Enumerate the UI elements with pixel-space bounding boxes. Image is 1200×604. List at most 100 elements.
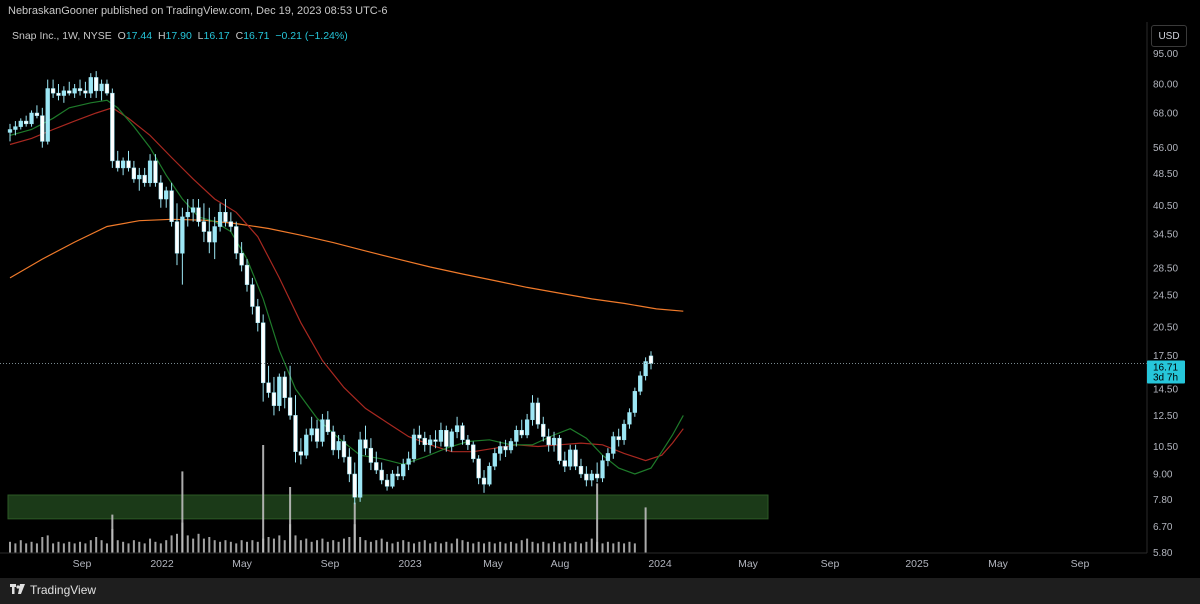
price-tick-label: 48.50 bbox=[1153, 169, 1178, 180]
volume-bar bbox=[267, 537, 270, 553]
volume-bar bbox=[278, 535, 281, 553]
volume-bar bbox=[116, 540, 119, 553]
time-tick-label: Sep bbox=[1071, 558, 1090, 570]
time-tick-label: May bbox=[738, 558, 759, 570]
volume-spike-bar bbox=[644, 507, 647, 553]
volume-bar bbox=[472, 543, 475, 553]
price-tick-label: 24.50 bbox=[1153, 291, 1178, 302]
volume-bar bbox=[429, 543, 432, 553]
volume-bar bbox=[35, 543, 38, 553]
volume-bar bbox=[89, 540, 92, 553]
candle bbox=[357, 431, 363, 502]
volume-bar bbox=[418, 541, 421, 553]
last-price-value: 16.71 bbox=[1153, 363, 1178, 374]
candle bbox=[384, 474, 390, 491]
volume-bar bbox=[633, 543, 636, 553]
volume-bar bbox=[332, 540, 335, 553]
price-axis[interactable] bbox=[1147, 22, 1200, 553]
volume-bar bbox=[299, 540, 302, 553]
volume-bar bbox=[493, 543, 496, 553]
price-tick-label: 12.50 bbox=[1153, 411, 1178, 422]
tradingview-brand[interactable]: TradingView bbox=[10, 583, 96, 597]
candle bbox=[142, 167, 147, 187]
change-value: −0.21 (−1.24%) bbox=[275, 30, 348, 42]
price-tick-label: 6.70 bbox=[1153, 522, 1173, 533]
ma-orange-line bbox=[9, 218, 684, 312]
volume-bar bbox=[165, 540, 168, 553]
candle bbox=[411, 428, 417, 463]
candle bbox=[465, 434, 470, 450]
volume-spike-bar bbox=[111, 514, 114, 553]
volume-bar bbox=[542, 541, 545, 553]
volume-bar bbox=[520, 540, 523, 553]
candle bbox=[568, 444, 573, 471]
volume-bar bbox=[563, 541, 566, 553]
volume-bar bbox=[402, 540, 405, 553]
candle bbox=[530, 395, 535, 426]
time-tick-label: Sep bbox=[73, 558, 92, 570]
volume-bar bbox=[175, 533, 178, 553]
volume-bar bbox=[219, 541, 222, 553]
volume-bar bbox=[359, 537, 362, 553]
volume-bar bbox=[208, 537, 211, 553]
volume-bar bbox=[138, 541, 141, 553]
volume-bar bbox=[52, 543, 55, 553]
candle bbox=[460, 422, 465, 445]
candle bbox=[325, 411, 330, 435]
candle bbox=[476, 455, 481, 485]
volume-bar bbox=[143, 543, 146, 553]
time-tick-label: 2023 bbox=[398, 558, 422, 570]
candle bbox=[180, 207, 185, 285]
price-tick-label: 80.00 bbox=[1153, 80, 1178, 91]
volume-bar bbox=[407, 541, 410, 553]
attribution-bar: NebraskanGooner published on TradingView… bbox=[0, 0, 1200, 22]
volume-bar bbox=[364, 540, 367, 553]
candle bbox=[621, 419, 627, 445]
volume-bar bbox=[213, 540, 216, 553]
volume-bar bbox=[488, 541, 491, 553]
time-tick-label: 2025 bbox=[905, 558, 929, 570]
volume-bar bbox=[628, 541, 631, 553]
candle bbox=[519, 419, 524, 439]
volume-bar bbox=[558, 543, 561, 553]
candle bbox=[535, 397, 541, 429]
volume-bar bbox=[30, 541, 33, 553]
candle bbox=[223, 199, 228, 227]
candle bbox=[594, 462, 600, 483]
candle bbox=[433, 430, 438, 449]
volume-bar bbox=[62, 543, 65, 553]
volume-bar bbox=[536, 543, 539, 553]
volume-bar bbox=[461, 540, 464, 553]
candle bbox=[401, 458, 406, 481]
high-value: 17.90 bbox=[165, 30, 192, 42]
candle bbox=[234, 221, 239, 260]
candle bbox=[29, 110, 34, 127]
time-tick-label: Sep bbox=[821, 558, 840, 570]
volume-bar bbox=[553, 541, 556, 553]
volume-bar bbox=[305, 538, 308, 553]
price-tick-label: 68.00 bbox=[1153, 109, 1178, 120]
volume-bar bbox=[499, 541, 502, 553]
volume-bar bbox=[337, 541, 340, 553]
candle bbox=[287, 365, 293, 420]
candle bbox=[217, 203, 223, 232]
volume-bar bbox=[310, 541, 313, 553]
candle bbox=[605, 448, 611, 467]
volume-bar bbox=[246, 541, 249, 553]
currency-button[interactable]: USD bbox=[1151, 25, 1187, 47]
volume-bar bbox=[574, 541, 577, 553]
volume-bar bbox=[585, 541, 588, 553]
volume-bar bbox=[612, 543, 615, 553]
volume-bar bbox=[623, 543, 626, 553]
price-tick-label: 14.50 bbox=[1153, 384, 1178, 395]
brand-name: TradingView bbox=[30, 583, 97, 597]
volume-bar bbox=[57, 541, 60, 553]
price-tick-label: 10.50 bbox=[1153, 442, 1178, 453]
candle bbox=[643, 357, 648, 381]
price-chart[interactable]: 95.00 80.00 68.00 56.00 48.50 40.50 34.50 28.50… bbox=[0, 0, 1200, 578]
time-axis[interactable] bbox=[0, 553, 1147, 578]
volume-bar bbox=[132, 540, 135, 553]
candle bbox=[395, 466, 400, 481]
candle bbox=[131, 160, 137, 183]
candle bbox=[347, 448, 352, 483]
